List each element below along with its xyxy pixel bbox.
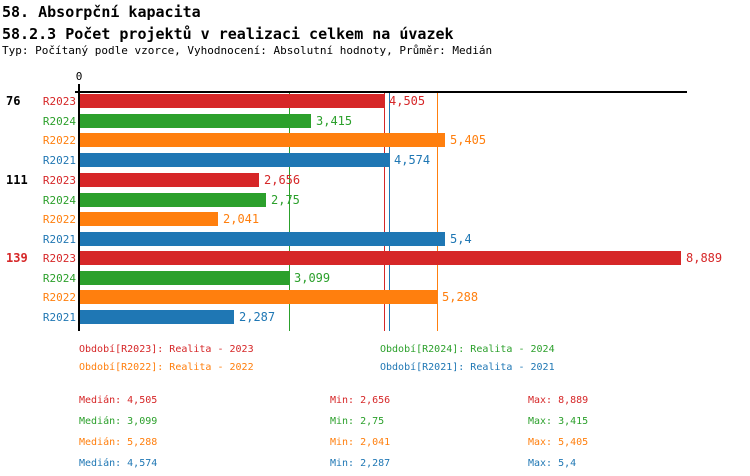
- legend-item-R2024: Období[R2024]: Realita - 2024: [380, 344, 555, 355]
- stat-median-R2021: Medián: 4,574: [79, 458, 158, 469]
- bar-value-label: 5,405: [450, 133, 487, 147]
- bar-row-label-R2022: R2022: [42, 291, 76, 304]
- bar-row-label-R2021: R2021: [42, 232, 76, 246]
- stat-min-R2021: Min: 2,287: [330, 458, 391, 469]
- bar-row-label-R2022: R2022: [42, 213, 76, 226]
- bar-R2024: [80, 192, 266, 207]
- bar-R2022: [80, 290, 437, 304]
- bar-row-label-R2021: R2021: [42, 310, 76, 324]
- bar-row-label-R2023: R2023: [42, 252, 76, 265]
- bar-R2021: [80, 309, 234, 324]
- bar-row-label-R2022: R2022: [42, 134, 76, 147]
- bar-value-label: 4,574: [394, 152, 431, 167]
- stat-median-R2022: Medián: 5,288: [79, 437, 158, 448]
- bar-value-label: 2,287: [239, 309, 276, 324]
- chart-meta-line: Typ: Počítaný podle vzorce, Vyhodnocení:…: [2, 44, 493, 57]
- stat-max-R2021: Max: 5,4: [528, 458, 577, 469]
- stat-median-R2024: Medián: 3,099: [79, 416, 158, 427]
- stat-median-R2023: Medián: 4,505: [79, 395, 158, 406]
- bar-value-label: 3,099: [294, 270, 331, 285]
- bar-value-label: 8,889: [686, 251, 723, 265]
- bar-R2024: [80, 270, 289, 285]
- chart-subtitle: 58.2.3 Počet projektů v realizaci celkem…: [2, 25, 454, 43]
- stat-min-R2024: Min: 2,75: [330, 416, 385, 427]
- bar-R2023: [80, 94, 384, 108]
- bar-R2023: [80, 173, 259, 187]
- group-label: 111: [6, 173, 28, 187]
- bar-value-label: 2,75: [271, 192, 300, 207]
- x-axis-zero-label: 0: [75, 70, 83, 83]
- stat-min-R2022: Min: 2,041: [330, 437, 391, 448]
- x-axis-line: [75, 91, 687, 93]
- bar-value-label: 2,656: [264, 173, 301, 187]
- bar-row-label-R2023: R2023: [42, 174, 76, 187]
- bar-R2022: [80, 133, 445, 147]
- stat-max-R2022: Max: 5,405: [528, 437, 589, 448]
- bar-row-label-R2023: R2023: [42, 95, 76, 108]
- bar-row-label-R2024: R2024: [42, 193, 76, 207]
- stat-max-R2024: Max: 3,415: [528, 416, 589, 427]
- group-label: 139: [6, 251, 28, 265]
- bar-value-label: 2,041: [223, 212, 260, 226]
- bar-value-label: 5,288: [442, 290, 479, 304]
- bar-R2021: [80, 152, 389, 167]
- bar-R2021: [80, 231, 445, 246]
- stat-min-R2023: Min: 2,656: [330, 395, 391, 406]
- legend-item-R2023: Období[R2023]: Realita - 2023: [79, 344, 254, 355]
- y-axis-line: [78, 84, 80, 331]
- group-label: 76: [6, 94, 21, 108]
- median-line-R2023: [384, 92, 385, 331]
- page-title: 58. Absorpční kapacita: [2, 3, 201, 21]
- median-line-R2024: [289, 92, 290, 331]
- median-line-R2022: [437, 92, 438, 331]
- bar-row-label-R2024: R2024: [42, 271, 76, 285]
- bar-R2022: [80, 212, 218, 226]
- bar-row-label-R2021: R2021: [42, 153, 76, 167]
- median-line-R2021: [389, 92, 390, 331]
- bar-value-label: 4,505: [389, 94, 426, 108]
- bar-R2024: [80, 113, 311, 128]
- bar-R2023: [80, 251, 681, 265]
- bar-value-label: 3,415: [316, 113, 353, 128]
- bar-row-label-R2024: R2024: [42, 114, 76, 128]
- legend-item-R2022: Období[R2022]: Realita - 2022: [79, 362, 254, 373]
- stat-max-R2023: Max: 8,889: [528, 395, 589, 406]
- bar-value-label: 5,4: [450, 231, 472, 246]
- legend-item-R2021: Období[R2021]: Realita - 2021: [380, 362, 555, 373]
